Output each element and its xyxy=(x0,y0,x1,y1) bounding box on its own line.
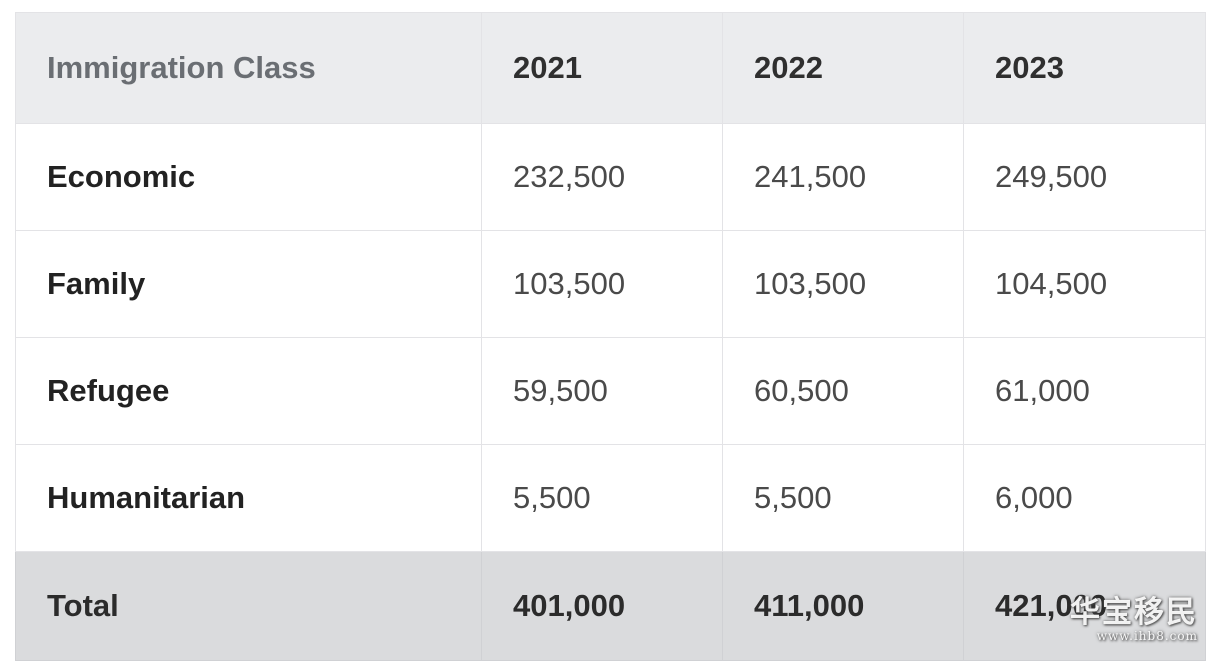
immigration-levels-table: Immigration Class 2021 2022 2023 Economi… xyxy=(15,12,1206,661)
row-label: Refugee xyxy=(15,337,482,445)
row-label: Family xyxy=(15,230,482,338)
cell-2021: 103,500 xyxy=(481,230,723,338)
total-label: Total xyxy=(15,551,482,661)
cell-2023: 104,500 xyxy=(963,230,1206,338)
header-2022: 2022 xyxy=(722,12,964,124)
cell-2022: 103,500 xyxy=(722,230,964,338)
cell-2021: 232,500 xyxy=(481,123,723,231)
header-immigration-class: Immigration Class xyxy=(15,12,482,124)
cell-2023: 61,000 xyxy=(963,337,1206,445)
cell-2022: 5,500 xyxy=(722,444,964,552)
total-2022: 411,000 xyxy=(722,551,964,661)
cell-2022: 241,500 xyxy=(722,123,964,231)
watermark-logo: 华宝移民 www.ihb8.com xyxy=(1070,595,1198,643)
row-label: Humanitarian xyxy=(15,444,482,552)
header-2023: 2023 xyxy=(963,12,1206,124)
table-row-family: Family 103,500 103,500 104,500 xyxy=(15,230,1206,338)
table-row-economic: Economic 232,500 241,500 249,500 xyxy=(15,123,1206,231)
table-row-humanitarian: Humanitarian 5,500 5,500 6,000 xyxy=(15,444,1206,552)
cell-2022: 60,500 xyxy=(722,337,964,445)
total-2021: 401,000 xyxy=(481,551,723,661)
table-row-refugee: Refugee 59,500 60,500 61,000 xyxy=(15,337,1206,445)
row-label: Economic xyxy=(15,123,482,231)
watermark-url: www.ihb8.com xyxy=(1096,629,1198,643)
cell-2021: 59,500 xyxy=(481,337,723,445)
cell-2023: 249,500 xyxy=(963,123,1206,231)
cell-2021: 5,500 xyxy=(481,444,723,552)
header-2021: 2021 xyxy=(481,12,723,124)
total-2023: 421,000 xyxy=(963,551,1206,661)
table-row-total: Total 401,000 411,000 421,000 xyxy=(15,551,1206,661)
watermark-text: 华宝移民 xyxy=(1070,595,1198,630)
cell-2023: 6,000 xyxy=(963,444,1206,552)
table-header-row: Immigration Class 2021 2022 2023 xyxy=(15,12,1206,124)
